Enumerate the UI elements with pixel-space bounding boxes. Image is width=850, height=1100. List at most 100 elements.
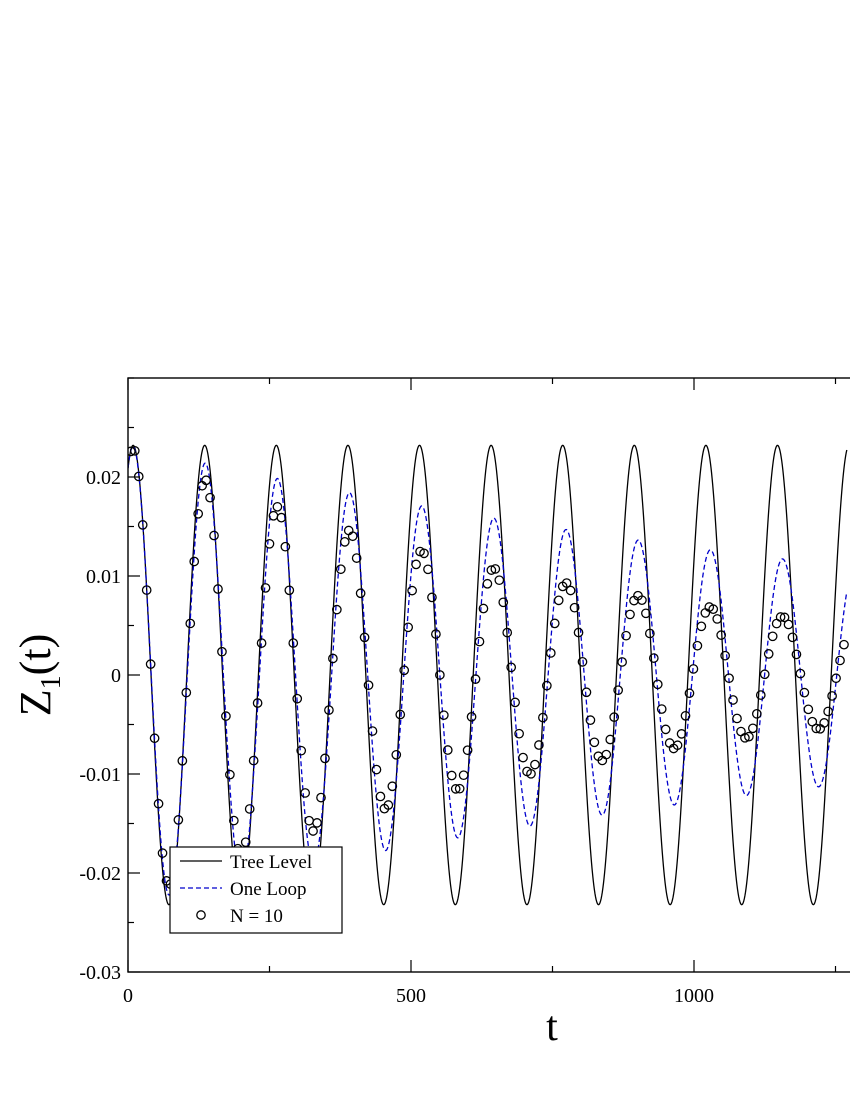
data-point-n10 xyxy=(660,724,671,735)
data-point-n10 xyxy=(823,706,833,717)
data-point-n10 xyxy=(506,662,517,673)
data-point-n10 xyxy=(787,632,798,643)
data-point-n10 xyxy=(684,688,695,699)
data-point-n10 xyxy=(458,770,469,781)
data-point-n10 xyxy=(676,729,687,739)
data-point-n10 xyxy=(482,578,493,589)
data-point-n10 xyxy=(839,639,849,650)
y-tick-label: -0.02 xyxy=(79,863,121,885)
data-point-n10 xyxy=(288,638,299,648)
data-point-n10 xyxy=(831,673,841,684)
data-point-n10 xyxy=(399,665,410,676)
data-point-n10 xyxy=(585,715,596,726)
data-point-n10 xyxy=(569,602,580,613)
data-point-n10 xyxy=(411,559,421,570)
data-point-n10 xyxy=(391,749,402,760)
data-point-n10 xyxy=(280,541,291,552)
data-point-n10 xyxy=(438,710,449,721)
data-point-n10 xyxy=(486,565,497,575)
data-point-n10 xyxy=(613,685,624,696)
data-point-n10 xyxy=(478,603,489,614)
data-point-n10 xyxy=(712,614,723,624)
data-point-n10 xyxy=(431,629,441,639)
data-point-n10 xyxy=(541,680,552,691)
data-point-n10 xyxy=(803,704,814,715)
data-point-n10 xyxy=(427,592,437,603)
data-point-n10 xyxy=(256,638,267,648)
data-point-n10 xyxy=(260,583,271,593)
data-point-n10 xyxy=(526,768,536,779)
data-point-n10 xyxy=(419,548,429,559)
data-point-n10 xyxy=(518,752,528,763)
data-point-n10 xyxy=(621,630,631,641)
data-point-n10 xyxy=(387,781,398,792)
data-point-n10 xyxy=(454,783,465,794)
data-point-n10 xyxy=(173,815,184,825)
data-point-n10 xyxy=(264,538,275,549)
data-point-n10 xyxy=(708,604,719,614)
data-point-n10 xyxy=(740,732,750,743)
legend-label-n10: N = 10 xyxy=(230,906,283,927)
data-point-n10 xyxy=(300,788,311,798)
data-point-n10 xyxy=(763,649,774,659)
series-line-tree-level xyxy=(128,444,848,906)
data-point-n10 xyxy=(514,728,524,739)
y-tick-label: -0.01 xyxy=(79,764,121,786)
legend-label-one-loop: One Loop xyxy=(230,879,307,900)
data-point-n10 xyxy=(545,648,556,658)
data-point-n10 xyxy=(474,636,485,647)
data-point-n10 xyxy=(641,608,651,619)
data-point-n10 xyxy=(835,655,845,666)
data-point-n10 xyxy=(573,627,584,638)
x-axis-title: t xyxy=(546,1004,558,1050)
data-point-n10 xyxy=(732,713,742,724)
data-point-n10 xyxy=(779,612,790,623)
legend-swatch-n10 xyxy=(196,910,206,920)
data-point-n10 xyxy=(252,698,263,708)
data-point-n10 xyxy=(494,575,505,586)
data-point-n10 xyxy=(672,740,683,751)
data-point-n10 xyxy=(450,784,461,794)
data-point-n10 xyxy=(383,800,394,810)
data-point-n10 xyxy=(145,659,156,669)
y-axis-title: Z1(t) xyxy=(11,634,67,716)
data-point-n10 xyxy=(272,501,283,512)
data-point-n10 xyxy=(128,446,136,457)
data-point-n10 xyxy=(553,595,564,606)
data-point-n10 xyxy=(335,564,346,575)
data-point-n10 xyxy=(248,755,259,766)
data-point-n10 xyxy=(324,705,334,715)
data-point-n10 xyxy=(748,723,758,734)
data-point-n10 xyxy=(375,791,386,802)
data-point-n10 xyxy=(141,585,152,595)
data-point-n10 xyxy=(423,564,433,575)
data-point-n10 xyxy=(688,664,699,674)
data-point-n10 xyxy=(244,804,255,814)
x-tick-label: 500 xyxy=(396,985,426,1007)
y-tick-label: -0.03 xyxy=(79,962,121,984)
data-point-n10 xyxy=(240,837,251,848)
x-tick-label: 1000 xyxy=(674,985,714,1007)
data-point-n10 xyxy=(736,726,746,737)
data-point-n10 xyxy=(157,848,168,858)
data-point-n10 xyxy=(652,679,663,690)
data-point-n10 xyxy=(755,690,766,700)
data-point-n10 xyxy=(581,687,592,698)
y-axis-title-subscript: 1 xyxy=(36,675,67,689)
data-point-n10 xyxy=(339,537,350,547)
data-point-n10 xyxy=(284,585,295,596)
data-point-n10 xyxy=(193,508,204,519)
data-point-n10 xyxy=(201,475,211,486)
data-point-n10 xyxy=(819,718,830,728)
data-point-n10 xyxy=(775,612,786,622)
data-point-n10 xyxy=(751,708,762,719)
data-point-n10 xyxy=(225,769,235,780)
data-point-n10 xyxy=(530,759,540,770)
data-point-n10 xyxy=(217,646,227,657)
data-point-n10 xyxy=(589,737,600,748)
data-point-n10 xyxy=(609,712,620,722)
data-point-n10 xyxy=(276,512,287,523)
series-line-one-loop xyxy=(128,445,848,896)
data-point-n10 xyxy=(644,628,655,639)
